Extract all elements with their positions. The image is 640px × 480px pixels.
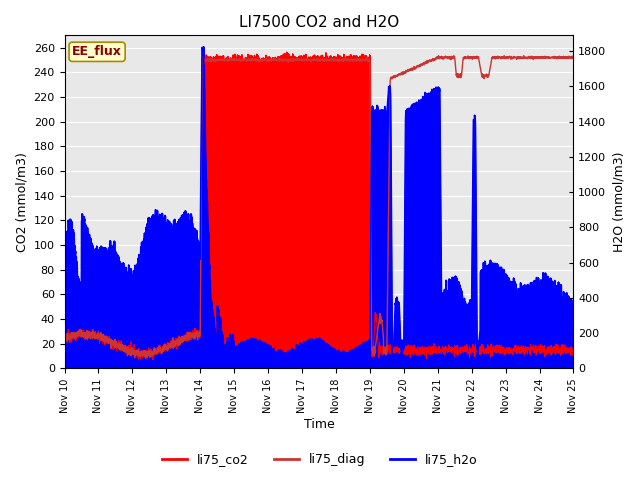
Text: EE_flux: EE_flux (72, 45, 122, 59)
Legend: li75_co2, li75_diag, li75_h2o: li75_co2, li75_diag, li75_h2o (157, 448, 483, 471)
X-axis label: Time: Time (303, 419, 334, 432)
Y-axis label: CO2 (mmol/m3): CO2 (mmol/m3) (15, 152, 28, 252)
Y-axis label: H2O (mmol/m3): H2O (mmol/m3) (612, 152, 625, 252)
Title: LI7500 CO2 and H2O: LI7500 CO2 and H2O (239, 15, 399, 30)
